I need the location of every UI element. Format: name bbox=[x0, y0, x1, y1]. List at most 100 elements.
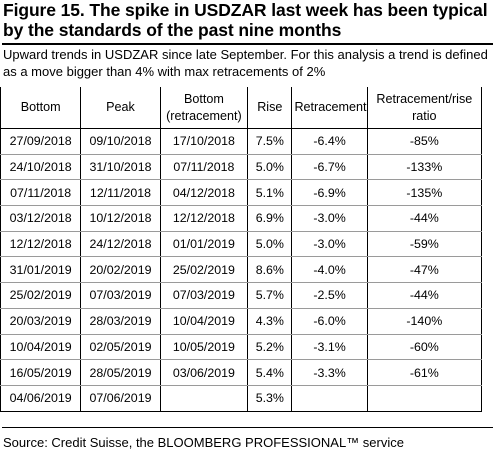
cell-retracement: -6.4% bbox=[291, 128, 368, 155]
cell-rise: 5.7% bbox=[247, 282, 293, 309]
cell-peak: 24/12/2018 bbox=[80, 231, 161, 258]
cell-rise: 5.3% bbox=[247, 385, 293, 412]
cell-retracement bbox=[291, 385, 368, 412]
table-row: 12/12/2018 24/12/2018 01/01/2019 5.0% -3.0% -… bbox=[0, 231, 483, 258]
cell-ratio: -47% bbox=[366, 256, 483, 284]
table-row: 16/05/2019 28/05/2019 03/06/2019 5.4% -3.3% -… bbox=[0, 359, 483, 386]
cell-peak: 28/03/2019 bbox=[80, 308, 161, 335]
header-ratio-line1: Retracement/rise bbox=[376, 91, 473, 106]
cell-ratio bbox=[366, 385, 483, 412]
table-row: 20/03/2019 28/03/2019 10/04/2019 4.3% -6.0% -… bbox=[0, 308, 483, 335]
cell-bottom: 31/01/2019 bbox=[0, 256, 82, 284]
cell-bottom: 25/02/2019 bbox=[0, 282, 82, 309]
figure-title: Figure 15. The spike in USDZAR last week… bbox=[3, 0, 488, 40]
cell-peak: 09/10/2018 bbox=[80, 128, 161, 155]
cell-rise: 5.1% bbox=[247, 179, 293, 207]
cell-peak: 31/10/2018 bbox=[80, 154, 161, 181]
cell-bottom: 24/10/2018 bbox=[0, 154, 82, 181]
header-bottom-retracement-line1: Bottom bbox=[183, 91, 224, 106]
cell-bottom-retracement: 07/03/2019 bbox=[159, 282, 249, 309]
cell-rise: 4.3% bbox=[247, 308, 293, 335]
table-row: 27/09/2018 09/10/2018 17/10/2018 7.5% -6.4% -… bbox=[0, 128, 483, 155]
header-ratio-line2: ratio bbox=[412, 108, 437, 123]
cell-peak: 07/03/2019 bbox=[80, 282, 161, 309]
cell-ratio: -44% bbox=[366, 282, 483, 309]
header-retracement-label: Retracement bbox=[294, 100, 367, 114]
cell-bottom: 07/11/2018 bbox=[0, 179, 82, 207]
cell-ratio: -135% bbox=[366, 179, 483, 207]
header-ratio: Retracement/rise ratio bbox=[366, 87, 483, 129]
cell-ratio: -61% bbox=[366, 359, 483, 386]
cell-peak: 20/02/2019 bbox=[80, 256, 161, 284]
cell-bottom: 16/05/2019 bbox=[0, 359, 82, 386]
cell-bottom-retracement: 17/10/2018 bbox=[159, 128, 249, 155]
cell-ratio: -59% bbox=[366, 231, 483, 258]
table-row: 10/04/2019 02/05/2019 10/05/2019 5.2% -3.1% -… bbox=[0, 334, 483, 361]
cell-retracement: -4.0% bbox=[291, 256, 368, 284]
header-retracement: Retracement bbox=[291, 87, 368, 129]
cell-rise: 8.6% bbox=[247, 256, 293, 284]
cell-bottom-retracement bbox=[159, 385, 249, 412]
table-row: 25/02/2019 07/03/2019 07/03/2019 5.7% -2.5% -… bbox=[0, 282, 483, 309]
header-rise-label: Rise bbox=[257, 100, 283, 114]
cell-retracement: -2.5% bbox=[291, 282, 368, 309]
header-bottom-retracement-line2: (retracement) bbox=[166, 108, 242, 123]
cell-bottom: 27/09/2018 bbox=[0, 128, 82, 155]
title-divider bbox=[2, 43, 493, 45]
cell-peak: 12/11/2018 bbox=[80, 179, 161, 207]
cell-rise: 6.9% bbox=[247, 205, 293, 232]
cell-bottom-retracement: 07/11/2018 bbox=[159, 154, 249, 181]
table-row: 24/10/2018 31/10/2018 07/11/2018 5.0% -6.7% -… bbox=[0, 154, 483, 181]
table-row: 07/11/2018 12/11/2018 04/12/2018 5.1% -6.9% -… bbox=[0, 179, 483, 207]
cell-retracement: -6.9% bbox=[291, 179, 368, 207]
cell-rise: 5.0% bbox=[247, 154, 293, 181]
cell-bottom: 10/04/2019 bbox=[0, 334, 82, 361]
cell-retracement: -6.7% bbox=[291, 154, 368, 181]
table-body: 27/09/2018 09/10/2018 17/10/2018 7.5% -6.4% -… bbox=[0, 128, 483, 412]
cell-peak: 02/05/2019 bbox=[80, 334, 161, 361]
cell-retracement: -3.3% bbox=[291, 359, 368, 386]
header-peak: Peak bbox=[80, 87, 161, 129]
cell-bottom-retracement: 12/12/2018 bbox=[159, 205, 249, 232]
cell-ratio: -133% bbox=[366, 154, 483, 181]
cell-retracement: -3.1% bbox=[291, 334, 368, 361]
cell-bottom-retracement: 10/05/2019 bbox=[159, 334, 249, 361]
cell-bottom: 03/12/2018 bbox=[0, 205, 82, 232]
cell-bottom: 04/06/2019 bbox=[0, 385, 82, 412]
cell-rise: 5.2% bbox=[247, 334, 293, 361]
source-note: Source: Credit Suisse, the BLOOMBERG PRO… bbox=[3, 435, 404, 450]
cell-ratio: -44% bbox=[366, 205, 483, 232]
cell-retracement: -6.0% bbox=[291, 308, 368, 335]
header-bottom-label: Bottom bbox=[20, 100, 61, 114]
cell-bottom-retracement: 04/12/2018 bbox=[159, 179, 249, 207]
cell-ratio: -140% bbox=[366, 308, 483, 335]
header-bottom: Bottom bbox=[0, 87, 82, 129]
cell-bottom: 20/03/2019 bbox=[0, 308, 82, 335]
table-row: 31/01/2019 20/02/2019 25/02/2019 8.6% -4.0% -… bbox=[0, 256, 483, 284]
cell-rise: 5.4% bbox=[247, 359, 293, 386]
table-row: 04/06/2019 07/06/2019 5.3% bbox=[0, 385, 483, 412]
cell-bottom-retracement: 03/06/2019 bbox=[159, 359, 249, 386]
cell-bottom: 12/12/2018 bbox=[0, 231, 82, 258]
cell-peak: 10/12/2018 bbox=[80, 205, 161, 232]
cell-rise: 7.5% bbox=[247, 128, 293, 155]
table-header: Bottom Peak Bottom (retracement) Rise Re… bbox=[0, 87, 483, 129]
cell-rise: 5.0% bbox=[247, 231, 293, 258]
header-rise: Rise bbox=[247, 87, 293, 129]
figure-subtitle: Upward trends in USDZAR since late Septe… bbox=[3, 47, 488, 79]
cell-bottom-retracement: 01/01/2019 bbox=[159, 231, 249, 258]
header-peak-label: Peak bbox=[106, 100, 135, 114]
cell-retracement: -3.0% bbox=[291, 231, 368, 258]
cell-peak: 28/05/2019 bbox=[80, 359, 161, 386]
footer-divider bbox=[2, 427, 493, 428]
cell-ratio: -60% bbox=[366, 334, 483, 361]
header-bottom-retracement: Bottom (retracement) bbox=[159, 87, 249, 129]
table-row: 03/12/2018 10/12/2018 12/12/2018 6.9% -3.0% -… bbox=[0, 205, 483, 232]
cell-retracement: -3.0% bbox=[291, 205, 368, 232]
trend-table: Bottom Peak Bottom (retracement) Rise Re… bbox=[0, 87, 483, 412]
cell-ratio: -85% bbox=[366, 128, 483, 155]
cell-bottom-retracement: 25/02/2019 bbox=[159, 256, 249, 284]
cell-peak: 07/06/2019 bbox=[80, 385, 161, 412]
header-row: Bottom Peak Bottom (retracement) Rise Re… bbox=[0, 87, 483, 129]
